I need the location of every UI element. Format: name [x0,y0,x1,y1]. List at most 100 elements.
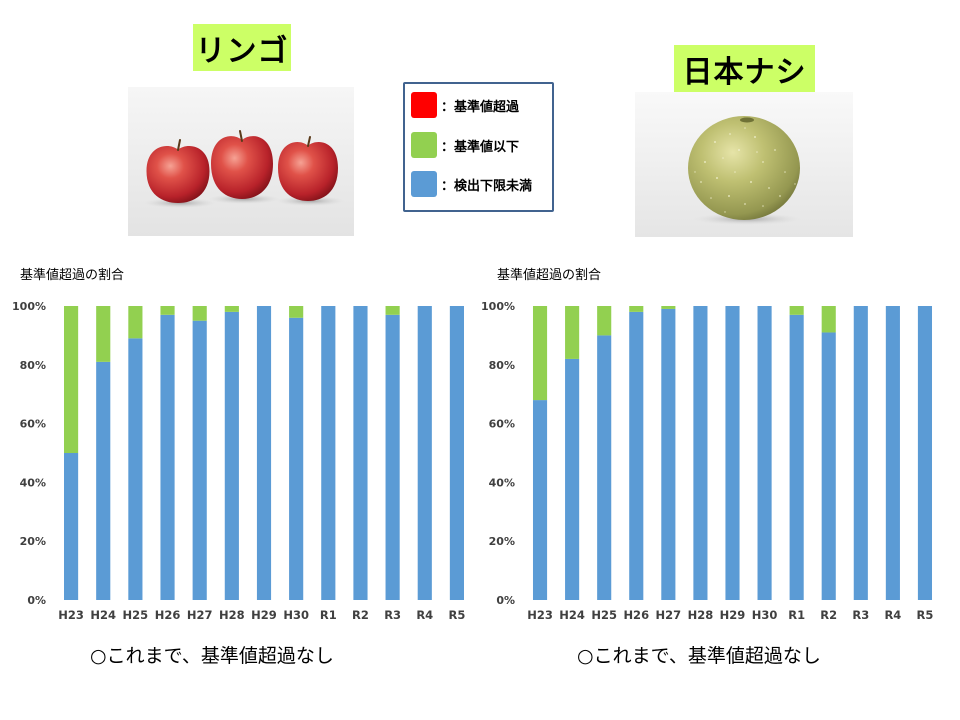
below-standard-bar-r2 [821,306,836,333]
x-tick-label: R3 [384,608,401,622]
below-standard-bar-h27 [192,306,207,321]
pear-fruit [688,116,800,220]
below-detection-limit-bar-r1 [789,314,804,600]
below-detection-limit-bar-h30 [289,317,304,600]
below-detection-limit-bar-h24 [565,358,580,600]
below-detection-limit-bar-h26 [160,314,175,600]
apple-fruit-middle [211,136,273,199]
below-standard-bar-h27 [661,306,676,309]
x-tick-label: R1 [788,608,805,622]
below-detection-limit-bar-r5 [449,306,464,600]
y-tick-label: 20% [489,535,515,548]
below-detection-limit-bar-r4 [885,306,900,600]
y-tick-label: 40% [20,476,46,489]
below-detection-limit-bar-h23 [64,453,79,600]
below-standard-bar-h23 [64,306,79,453]
blue-square-icon [411,171,437,197]
legend-item-below-detection-limit: ：検出下限未満 [411,171,532,197]
below-detection-limit-bar-h28 [224,311,239,600]
x-tick-label: R2 [820,608,837,622]
below-standard-bar-r1 [789,306,804,315]
below-standard-bar-h28 [224,306,239,312]
below-standard-bar-h23 [532,306,548,401]
x-tick-label: R5 [917,608,934,622]
below-standard-bar-h25 [128,306,143,339]
y-tick-label: 80% [489,359,515,372]
pear-chart: 0% 20% 40% 60% 80% 100% H23 H24 H25 H26 H27 H28 H29 H… [481,300,934,622]
legend-label-text: 基準値以下 [454,139,520,155]
x-tick-label: H24 [90,608,116,622]
legend-item-exceeds-standard: ：基準値超過 [411,92,519,118]
below-detection-limit-bar-r1 [321,306,336,600]
red-square-icon [411,92,437,118]
below-detection-limit-bar-h29 [256,306,272,600]
apple-title-box: リンゴ [193,24,291,71]
below-detection-limit-bar-h25 [597,335,612,600]
below-detection-limit-bar-h27 [661,308,676,600]
y-tick-label: 80% [20,359,46,372]
below-detection-limit-bar-r4 [417,306,432,600]
below-standard-bar-h26 [629,306,644,312]
x-tick-label: H29 [251,608,277,622]
y-tick-label: 100% [481,300,515,313]
green-square-icon [411,132,437,158]
x-tick-label: R4 [416,608,433,622]
below-detection-limit-bar-h27 [192,320,207,600]
y-tick-label: 40% [489,476,515,489]
below-detection-limit-bar-h29 [725,306,740,600]
pear-chart-title: 基準値超過の割合 [497,268,602,283]
below-standard-bar-h24 [565,306,580,359]
below-detection-limit-bar-h24 [96,361,111,600]
legend-separator: ： [441,139,455,155]
below-detection-limit-bar-r2 [821,332,836,600]
below-detection-limit-bar-h26 [629,311,644,600]
below-standard-bar-h26 [160,306,175,315]
x-tick-label: H25 [123,608,149,622]
x-tick-label: R3 [852,608,869,622]
legend-label: ：基準値以下 [441,136,519,155]
below-detection-limit-bar-h30 [757,306,772,600]
legend-separator: ： [441,99,455,115]
apple-shadows [144,194,344,208]
apple-fruit-left [146,146,210,203]
y-tick-label: 0% [27,594,46,607]
below-detection-limit-bar-h23 [532,400,548,600]
x-tick-label: H24 [559,608,585,622]
x-tick-label: R4 [884,608,901,622]
x-tick-label: H28 [219,608,245,622]
legend-item-below-standard: ：基準値以下 [411,132,519,158]
legend-label-text: 基準値超過 [454,99,520,115]
pear-stem-dimple [740,117,754,123]
y-tick-label: 60% [20,418,46,431]
y-tick-label: 60% [489,418,515,431]
apple-stems [177,130,311,151]
below-detection-limit-bar-r3 [853,306,868,600]
below-detection-limit-bar-h28 [693,306,708,600]
x-tick-label: H23 [58,608,84,622]
x-tick-label: H30 [752,608,778,622]
apple-fruit-right [278,142,338,201]
y-tick-label: 20% [20,535,46,548]
x-tick-label: H27 [656,608,682,622]
x-tick-label: R5 [448,608,465,622]
x-tick-label: H27 [187,608,213,622]
x-tick-label: H23 [527,608,553,622]
legend-separator: ： [441,178,455,194]
below-detection-limit-bar-h25 [128,338,143,600]
below-standard-bar-h30 [289,306,304,318]
x-tick-label: H30 [283,608,309,622]
x-tick-label: H26 [623,608,649,622]
below-detection-limit-bar-r5 [917,306,933,600]
pear-note: ○これまで、基準値超過なし [577,645,821,667]
x-tick-label: H25 [591,608,617,622]
apple-photo [128,87,354,236]
below-standard-bar-h25 [597,306,612,336]
apple-chart-title: 基準値超過の割合 [20,268,125,283]
below-standard-bar-h24 [96,306,111,362]
legend-label: ：検出下限未満 [441,175,532,194]
below-detection-limit-bar-r3 [385,314,400,600]
x-tick-label: H28 [688,608,714,622]
apple-chart: 0% 20% 40% 60% 80% 100% H23 H24 H25 H26 H27 H28 H29 H… [12,300,465,622]
below-detection-limit-bar-r2 [353,306,368,600]
apple-note: ○これまで、基準値超過なし [90,645,334,667]
